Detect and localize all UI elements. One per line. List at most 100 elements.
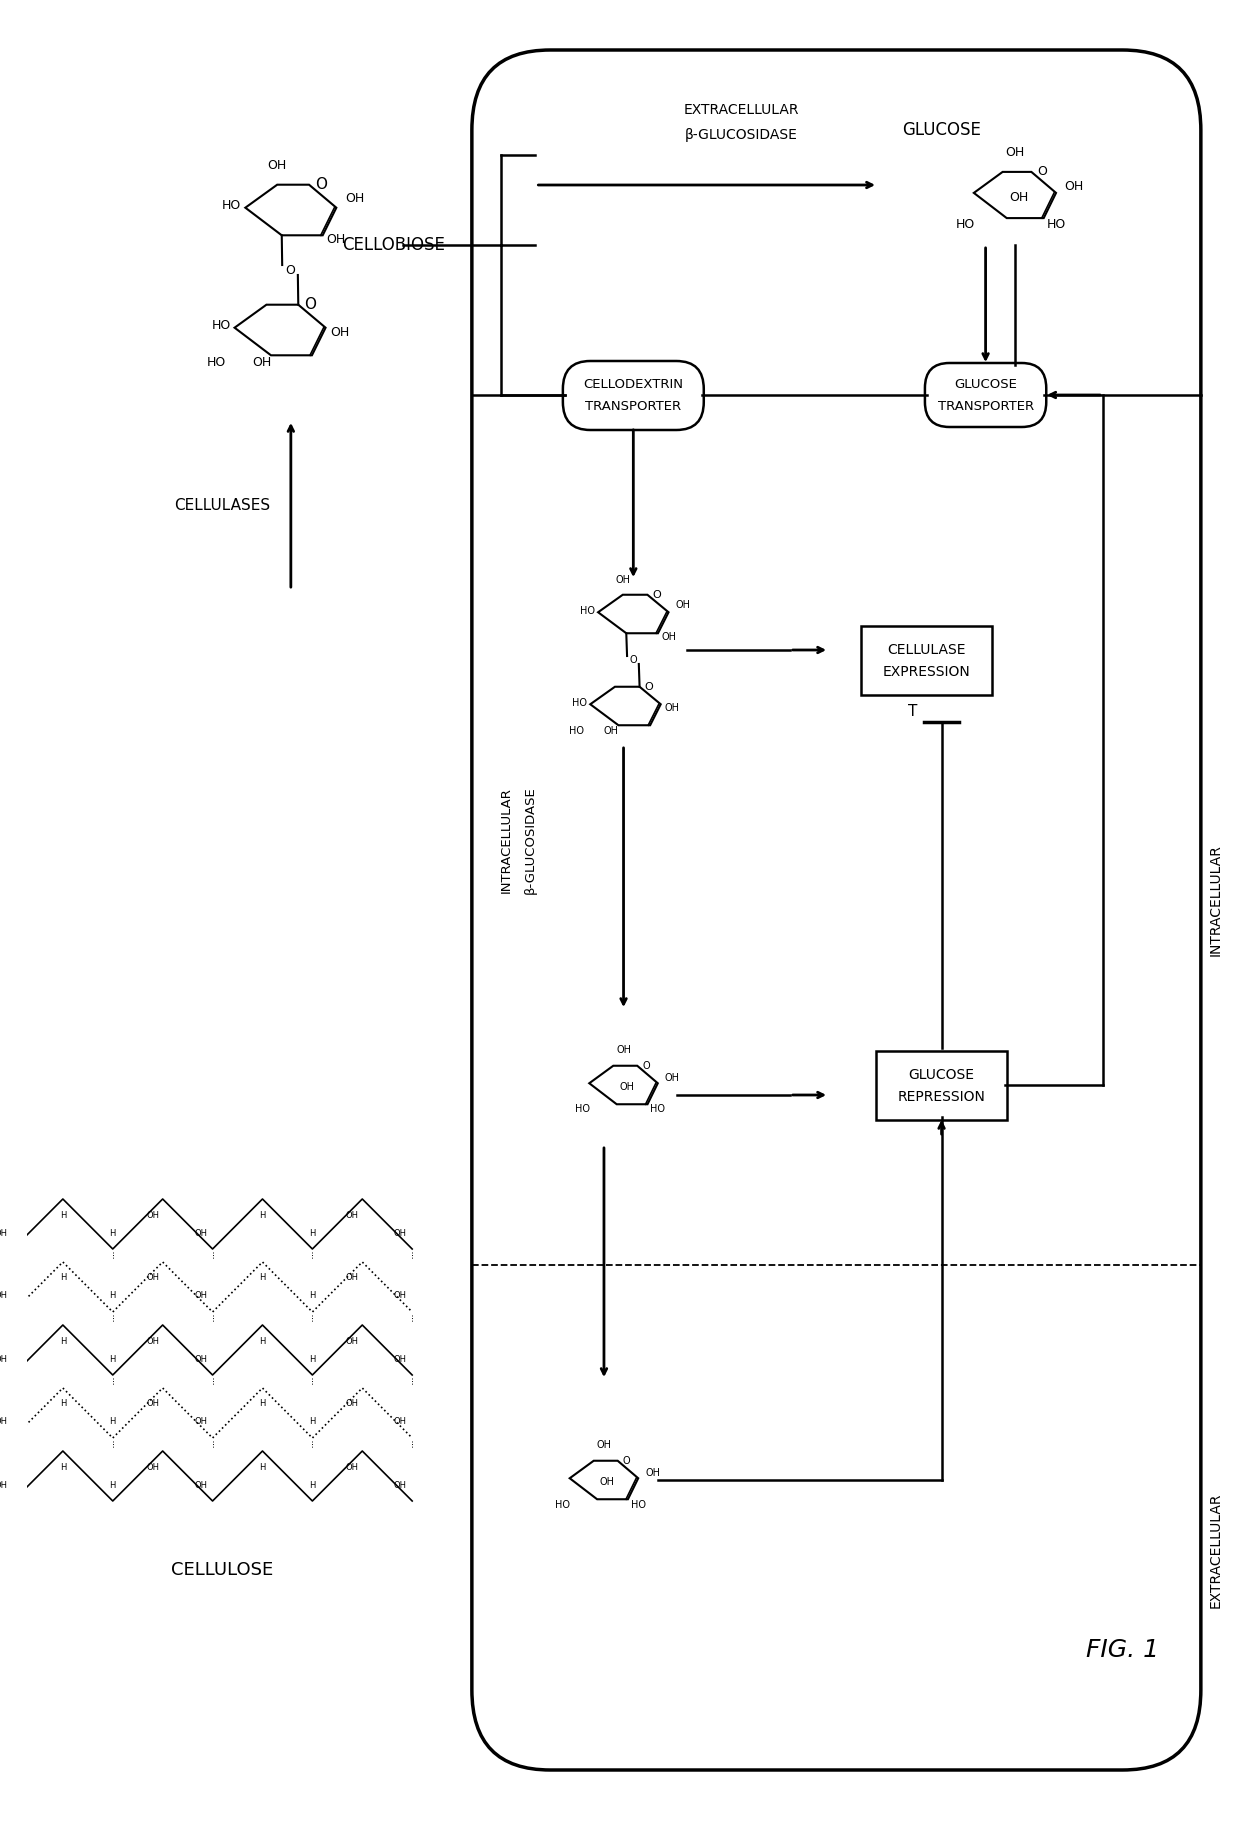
Text: OH: OH [326, 234, 346, 247]
Text: HO: HO [556, 1499, 570, 1510]
Text: EXTRACELLULAR: EXTRACELLULAR [1209, 1492, 1223, 1607]
Text: HO: HO [211, 320, 231, 332]
Text: OH: OH [346, 1399, 360, 1408]
Text: H: H [109, 1291, 117, 1300]
Text: OH: OH [268, 159, 286, 172]
Text: H: H [309, 1481, 315, 1490]
Text: OH: OH [604, 725, 619, 736]
Text: HO: HO [572, 698, 588, 707]
Text: CELLULASE: CELLULASE [888, 643, 966, 657]
Text: OH: OH [195, 1229, 207, 1238]
Text: H: H [60, 1273, 66, 1282]
Text: GLUCOSE: GLUCOSE [909, 1068, 975, 1083]
Text: HO: HO [580, 606, 595, 615]
Text: OH: OH [346, 192, 365, 205]
Text: O: O [622, 1455, 630, 1466]
Text: OH: OH [195, 1417, 207, 1426]
Text: OH: OH [0, 1481, 7, 1490]
Text: REPRESSION: REPRESSION [898, 1090, 986, 1105]
Text: H: H [109, 1229, 117, 1238]
Text: H: H [259, 1273, 265, 1282]
Text: OH: OH [676, 601, 691, 610]
Text: H: H [259, 1463, 265, 1472]
Text: H: H [109, 1417, 117, 1426]
Text: OH: OH [146, 1399, 160, 1408]
Text: O: O [304, 298, 316, 312]
Text: CELLULASES: CELLULASES [175, 497, 270, 513]
Text: H: H [309, 1417, 315, 1426]
Text: H: H [259, 1211, 265, 1220]
Text: OH: OH [596, 1441, 611, 1450]
Text: OH: OH [146, 1337, 160, 1346]
Text: O: O [652, 590, 661, 599]
Text: OH: OH [146, 1211, 160, 1220]
Text: EXTRACELLULAR: EXTRACELLULAR [683, 102, 799, 117]
Text: INTRACELLULAR: INTRACELLULAR [500, 787, 512, 893]
Text: β-GLUCOSIDASE: β-GLUCOSIDASE [684, 128, 797, 142]
Text: OH: OH [615, 575, 630, 584]
Text: OH: OH [394, 1291, 407, 1300]
Text: OH: OH [665, 1074, 680, 1083]
Text: EXPRESSION: EXPRESSION [883, 665, 971, 679]
Text: OH: OH [346, 1337, 360, 1346]
Text: OH: OH [1009, 190, 1029, 205]
Text: OH: OH [1064, 181, 1084, 194]
Text: GLUCOSE: GLUCOSE [903, 121, 981, 139]
Text: OH: OH [620, 1081, 635, 1092]
Text: HO: HO [207, 356, 226, 369]
Text: OH: OH [394, 1417, 407, 1426]
Text: OH: OH [346, 1273, 360, 1282]
Text: O: O [645, 681, 653, 692]
Text: OH: OH [600, 1477, 615, 1486]
Text: CELLULOSE: CELLULOSE [171, 1561, 274, 1579]
Text: OH: OH [252, 356, 272, 369]
Text: HO: HO [956, 217, 975, 230]
Text: O: O [315, 177, 327, 192]
Text: H: H [60, 1211, 66, 1220]
Text: H: H [309, 1355, 315, 1364]
Text: OH: OH [665, 703, 680, 712]
Text: OH: OH [394, 1481, 407, 1490]
Text: OH: OH [0, 1417, 7, 1426]
Text: OH: OH [0, 1229, 7, 1238]
Text: HO: HO [575, 1105, 590, 1114]
Text: OH: OH [645, 1468, 660, 1477]
Text: INTRACELLULAR: INTRACELLULAR [1209, 844, 1223, 957]
Text: OH: OH [394, 1355, 407, 1364]
Text: OH: OH [195, 1481, 207, 1490]
Text: HO: HO [650, 1105, 666, 1114]
Text: H: H [60, 1399, 66, 1408]
Text: H: H [109, 1481, 117, 1490]
Text: O: O [285, 263, 295, 276]
Text: CELLODEXTRIN: CELLODEXTRIN [583, 378, 683, 391]
Text: OH: OH [1006, 146, 1024, 159]
Text: TRANSPORTER: TRANSPORTER [937, 400, 1034, 413]
Text: HO: HO [222, 199, 242, 212]
Text: OH: OH [346, 1463, 360, 1472]
Text: H: H [60, 1337, 66, 1346]
Text: T: T [908, 705, 916, 719]
Text: H: H [309, 1291, 315, 1300]
Text: O: O [1037, 166, 1047, 179]
Text: OH: OH [195, 1291, 207, 1300]
Text: FIG. 1: FIG. 1 [1086, 1638, 1159, 1662]
Text: OH: OH [330, 325, 350, 340]
Text: OH: OH [394, 1229, 407, 1238]
Text: OH: OH [146, 1273, 160, 1282]
Text: OH: OH [0, 1355, 7, 1364]
Text: O: O [629, 656, 637, 665]
Text: HO: HO [631, 1499, 646, 1510]
Text: OH: OH [0, 1291, 7, 1300]
Text: HO: HO [1047, 217, 1065, 230]
Text: H: H [259, 1399, 265, 1408]
Text: GLUCOSE: GLUCOSE [954, 378, 1017, 391]
Text: HO: HO [569, 725, 584, 736]
Text: OH: OH [616, 1044, 631, 1055]
Text: TRANSPORTER: TRANSPORTER [585, 400, 682, 413]
Text: H: H [259, 1337, 265, 1346]
Text: OH: OH [195, 1355, 207, 1364]
Text: H: H [60, 1463, 66, 1472]
Text: O: O [642, 1061, 650, 1070]
Text: β-GLUCOSIDASE: β-GLUCOSIDASE [525, 787, 537, 895]
Text: OH: OH [346, 1211, 360, 1220]
